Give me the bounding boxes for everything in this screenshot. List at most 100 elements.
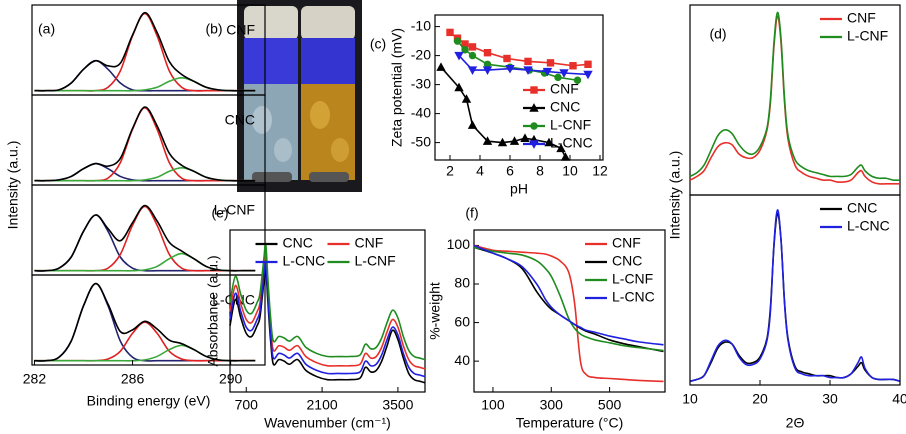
panel-label: (c) <box>370 36 386 52</box>
data-line <box>34 107 256 182</box>
data-point <box>467 120 478 129</box>
data-point <box>559 69 569 78</box>
plot-frame <box>31 274 266 366</box>
data-point <box>542 67 553 77</box>
data-line <box>473 246 664 352</box>
legend-label: CNC <box>612 253 642 269</box>
legend-label: L-CNC <box>612 289 655 305</box>
x-tick-label: 12 <box>592 163 608 179</box>
x-tick-label: 2100 <box>307 397 338 413</box>
y-axis-label: %-weight <box>427 282 443 340</box>
x-tick-label: 700 <box>235 397 259 413</box>
data-point <box>505 64 515 74</box>
x-axis-label: Wavenumber (cm⁻¹) <box>264 415 391 431</box>
data-line <box>34 204 256 272</box>
x-tick-label: 10 <box>682 391 698 407</box>
data-point <box>497 137 508 147</box>
x-tick-label: 20 <box>752 391 768 407</box>
x-tick-label: 4 <box>476 163 484 179</box>
vial-cap <box>244 6 298 40</box>
data-point <box>583 70 593 80</box>
y-tick-label: 40 <box>454 352 470 368</box>
data-line <box>34 321 256 362</box>
data-point <box>454 82 464 92</box>
data-line <box>689 209 901 383</box>
data-point <box>584 60 592 68</box>
plot-frame <box>473 229 666 393</box>
x-tick-label: 500 <box>598 397 622 413</box>
x-tick-label: 282 <box>23 371 47 387</box>
legend-marker <box>529 140 539 149</box>
x-tick-label: 8 <box>536 163 544 179</box>
data-line <box>689 11 901 182</box>
panel-label: (d) <box>709 26 726 42</box>
x-tick-label: 2 <box>446 163 454 179</box>
y-tick-label: 60 <box>454 313 470 329</box>
x-tick-label: 10 <box>562 163 578 179</box>
panel-label: (e) <box>211 205 228 221</box>
data-line <box>473 244 664 346</box>
data-point <box>560 152 571 161</box>
sheen <box>252 106 272 134</box>
plot-frame <box>689 194 901 386</box>
y-axis-label: Intensity (a.u.) <box>5 141 21 230</box>
data-line <box>34 106 256 182</box>
y-tick-label: -50 <box>411 133 431 149</box>
data-point <box>468 51 477 60</box>
vial-photo <box>237 0 362 192</box>
x-tick-label: 30 <box>822 391 838 407</box>
data-line <box>229 242 426 361</box>
x-axis-label: pH <box>510 181 528 197</box>
x-tick-label: 100 <box>481 397 505 413</box>
plot-frame <box>31 4 266 96</box>
legend-label: L-CNF <box>612 271 653 287</box>
legend-marker <box>530 86 538 94</box>
legend-label: CNC <box>550 99 580 115</box>
y-axis-label: Intensity (a.u.) <box>667 151 683 240</box>
data-point <box>454 51 464 61</box>
vial-band <box>244 38 298 84</box>
y-tick-label: -10 <box>411 17 431 33</box>
x-tick-label: 40 <box>892 391 906 407</box>
plot-frame <box>434 14 604 161</box>
data-point <box>461 46 469 54</box>
legend-label: L-CNF <box>847 28 888 44</box>
y-tick-label: -20 <box>411 46 431 62</box>
panel-title: CNC <box>225 112 255 128</box>
legend-label: L-CNF <box>550 117 591 133</box>
legend-label: CNF <box>612 235 641 251</box>
legend-marker <box>529 103 539 112</box>
x-axis-label: Temperature (°C) <box>516 415 624 431</box>
data-point <box>468 43 477 51</box>
legend-label: CNF <box>847 10 876 26</box>
vial-liquid <box>301 84 355 180</box>
legend-label: L-CNC <box>283 253 326 269</box>
data-point <box>482 136 493 145</box>
data-point <box>453 37 462 45</box>
legend-label: CNF <box>550 81 579 97</box>
vial-band <box>301 38 355 84</box>
data-line <box>34 282 256 362</box>
data-line <box>449 31 589 67</box>
panel-label: (b) <box>205 21 222 37</box>
data-point <box>509 136 520 145</box>
sheen <box>331 138 349 162</box>
x-tick-label: 286 <box>121 371 145 387</box>
legend-label: CNC <box>847 200 877 216</box>
data-line <box>34 11 256 92</box>
y-axis-label: Zeta potential (mV) <box>389 28 405 147</box>
data-line <box>34 77 256 92</box>
vial-liquid <box>244 84 298 180</box>
legend-marker <box>530 122 538 130</box>
data-point <box>573 76 582 84</box>
panel-title: L-CNF <box>214 202 255 218</box>
y-tick-label: 100 <box>447 236 471 252</box>
y-axis-label: Absorbance (a.u.) <box>205 255 221 366</box>
x-tick-label: 3500 <box>382 397 413 413</box>
data-point <box>482 66 493 75</box>
data-line <box>34 167 256 182</box>
legend-label: L-CNC <box>550 135 593 151</box>
data-point <box>483 49 492 57</box>
data-point <box>446 28 454 37</box>
